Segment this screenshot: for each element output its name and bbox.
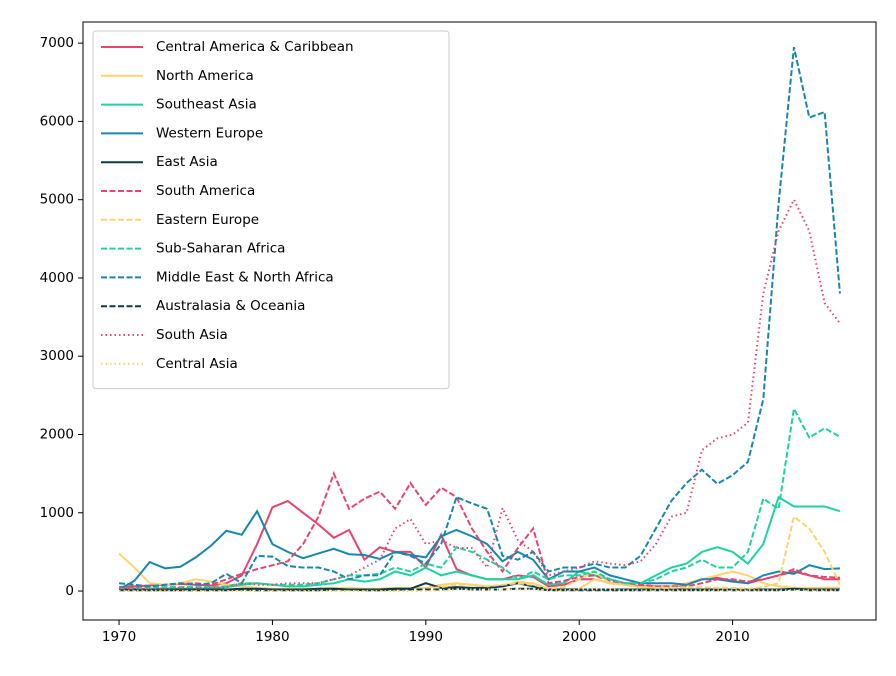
y-tick-label: 6000	[40, 113, 74, 129]
legend-label: South Asia	[156, 327, 228, 343]
series-line	[118, 509, 841, 591]
series-line	[118, 46, 841, 588]
legend-label: Sub-Saharan Africa	[156, 241, 285, 257]
legend-label: Southeast Asia	[156, 97, 257, 113]
legend-label: East Asia	[156, 154, 218, 170]
legend-label: South America	[156, 183, 255, 199]
legend-label: Central America & Caribbean	[156, 39, 354, 55]
legend-label: Australasia & Oceania	[156, 298, 305, 314]
legend-label: Central Asia	[156, 356, 238, 372]
x-tick-label: 1970	[102, 629, 136, 645]
legend-label: North America	[156, 68, 254, 84]
axes-frame	[82, 21, 877, 621]
y-tick-label: 3000	[40, 348, 74, 364]
y-tick-label: 2000	[40, 426, 74, 442]
y-tick-label: 7000	[40, 35, 74, 51]
legend-label: Eastern Europe	[156, 212, 259, 228]
series-line	[119, 588, 840, 593]
y-tick-label: 1000	[40, 505, 74, 521]
legend-box	[92, 30, 450, 390]
series-line	[118, 470, 841, 591]
legend-label: Middle East & North Africa	[156, 269, 334, 285]
y-tick-label: 0	[65, 583, 74, 599]
series-line	[119, 405, 841, 590]
series-line	[119, 495, 841, 590]
x-tick-label: 1980	[255, 629, 289, 645]
y-tick-label: 5000	[40, 192, 74, 208]
legend-label: Western Europe	[156, 125, 263, 141]
x-tick-label: 2010	[715, 629, 749, 645]
legend: Central America & Caribbean North America…	[92, 30, 450, 390]
x-tick-label: 1990	[409, 629, 443, 645]
y-tick-label: 4000	[40, 270, 74, 286]
x-tick-label: 2000	[562, 629, 596, 645]
